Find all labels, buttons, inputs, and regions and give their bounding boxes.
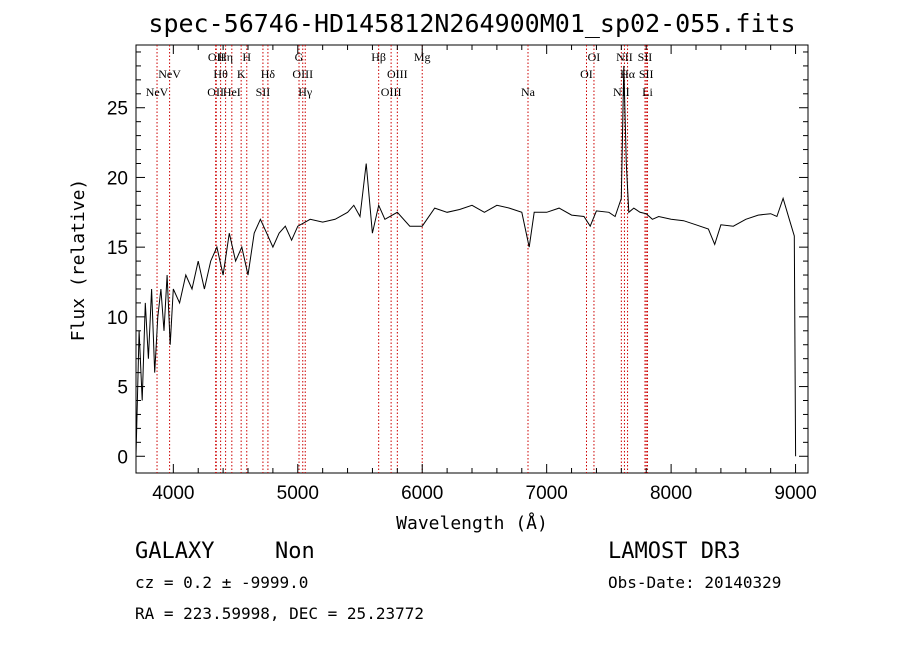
line-label-19: OI xyxy=(580,67,593,81)
line-label-3: OII xyxy=(208,50,225,64)
x-axis-ticks: 4000 5000 6000 7000 8000 9000 xyxy=(152,45,817,504)
y-tick-label: 0 xyxy=(117,447,128,468)
x-tick-label: 4000 xyxy=(152,483,194,504)
spectrum-line xyxy=(135,65,797,457)
line-label-12: OIII xyxy=(292,67,313,81)
line-label-6: HeI xyxy=(223,85,241,99)
line-label-22: NII xyxy=(616,50,633,64)
y-tick-label: 20 xyxy=(107,168,128,189)
y-tick-label: 15 xyxy=(107,238,128,259)
chart-title: spec-56746-HD145812N264900M01_sp02-055.f… xyxy=(148,9,795,38)
line-label-9: SII xyxy=(256,85,271,99)
x-axis-label: Wavelength (Å) xyxy=(396,512,548,534)
info-block: GALAXY Non LAMOST DR3 cz = 0.2 ± -9999.0… xyxy=(135,539,781,623)
line-label-10: Hδ xyxy=(261,67,276,81)
x-tick-label: 5000 xyxy=(277,483,319,504)
x-tick-label: 7000 xyxy=(526,483,568,504)
plot-area: NeVNeVOIIOIIHθHηHeIKHSIIHδGOIIIHγHβOIIIO… xyxy=(107,44,817,504)
line-label-8: H xyxy=(242,50,251,64)
x-tick-label: 8000 xyxy=(650,483,692,504)
line-label-2: OII xyxy=(207,85,224,99)
line-label-20: OI xyxy=(588,50,601,64)
y-tick-label: 5 xyxy=(117,378,128,399)
line-label-15: OIII xyxy=(381,85,402,99)
line-label-4: Hθ xyxy=(213,67,228,81)
y-axis-label: Flux (relative) xyxy=(68,179,89,342)
line-label-24: SII xyxy=(638,50,653,64)
line-label-23: Hα xyxy=(620,67,636,81)
line-label-1: NeV xyxy=(158,67,181,81)
redshift-text: cz = 0.2 ± -9999.0 xyxy=(135,573,308,592)
y-tick-label: 25 xyxy=(107,99,128,120)
line-label-5: Hη xyxy=(218,50,233,64)
object-subclass: Non xyxy=(275,539,315,564)
line-label-25: SII xyxy=(639,67,654,81)
line-label-18: Na xyxy=(521,85,536,99)
coordinates-text: RA = 223.59998, DEC = 25.23772 xyxy=(135,604,424,623)
line-label-14: Hβ xyxy=(371,50,386,64)
line-label-7: K xyxy=(237,67,246,81)
obs-date-text: Obs-Date: 20140329 xyxy=(608,573,781,592)
line-label-11: G xyxy=(295,50,304,64)
line-label-21: NII xyxy=(613,85,630,99)
line-label-16: OIII xyxy=(387,67,408,81)
survey-name: LAMOST DR3 xyxy=(608,539,740,564)
spectral-line-markers xyxy=(156,45,648,473)
line-label-17: Mg xyxy=(414,50,431,64)
spectral-line-labels: NeVNeVOIIOIIHθHηHeIKHSIIHδGOIIIHγHβOIIIO… xyxy=(146,50,654,99)
x-tick-label: 6000 xyxy=(401,483,443,504)
line-label-0: NeV xyxy=(146,85,169,99)
y-axis-ticks: 0 5 10 15 20 25 xyxy=(107,51,808,468)
object-class: GALAXY xyxy=(135,539,214,564)
y-tick-label: 10 xyxy=(107,308,128,329)
x-tick-label: 9000 xyxy=(774,483,816,504)
line-label-13: Hγ xyxy=(298,85,313,99)
line-label-26: Li xyxy=(642,85,653,99)
